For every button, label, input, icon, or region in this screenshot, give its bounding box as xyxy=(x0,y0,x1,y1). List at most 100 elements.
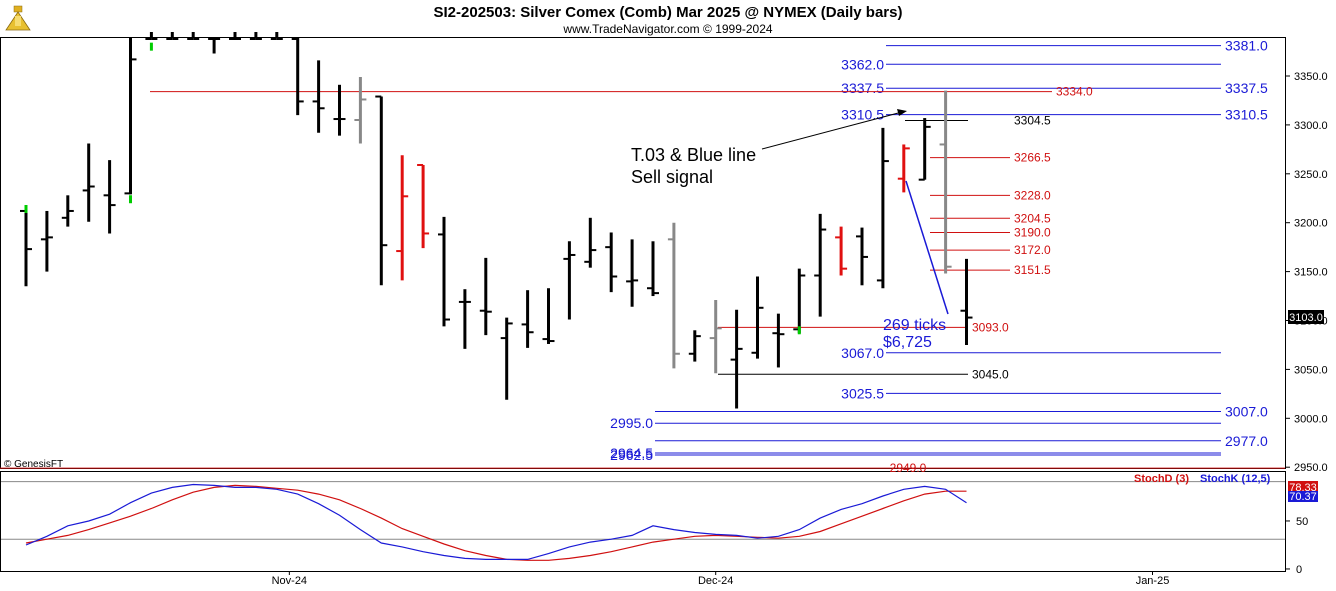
y-tick-label: 3050.0 xyxy=(1294,364,1328,376)
ohlc-bar xyxy=(730,309,743,409)
signal-arrow-head xyxy=(897,109,907,116)
ohlc-bar xyxy=(688,330,701,362)
ohlc-bar xyxy=(960,258,973,345)
y-tick-label: 3000.0 xyxy=(1294,413,1328,425)
blue-level-label: 3007.0 xyxy=(1225,403,1268,419)
red-level-label: 3172.0 xyxy=(1014,243,1051,257)
ohlc-bar xyxy=(563,241,576,320)
levels-layer: 3381.0 3362.0 3337.5 3337.5 3310.5 3310.5 3067… xyxy=(0,38,1285,475)
stoch-tick-label: 50 xyxy=(1296,516,1308,528)
red-level-label: 3334.0 xyxy=(1056,85,1093,99)
ohlc-bar xyxy=(918,118,931,181)
blue-level-label: 3337.5 xyxy=(841,80,884,96)
ohlc-bar xyxy=(438,216,450,327)
ohlc-bar xyxy=(103,160,116,234)
x-axis: Nov-24 Dec-24 Jan-25 xyxy=(272,571,1170,587)
logo-icon xyxy=(5,5,31,31)
stochK-value-label: 70.37 xyxy=(1289,491,1317,503)
blue-level-label: 3025.5 xyxy=(841,385,884,401)
x-tick-label: Dec-24 xyxy=(698,575,733,587)
ohlc-bar xyxy=(396,155,409,281)
x-tick-label: Nov-24 xyxy=(272,575,307,587)
ohlc-bar xyxy=(876,127,889,289)
ohlc-bar xyxy=(584,217,597,268)
stoch-tick-label: 0 xyxy=(1296,564,1302,576)
signal-annotation-line2: Sell signal xyxy=(631,167,713,187)
ohlc-bar xyxy=(856,227,868,286)
copyright-label: © GenesisFT xyxy=(4,459,63,470)
signal-arrow-line xyxy=(761,111,903,150)
black-level-label: 3045.0 xyxy=(972,367,1009,381)
price-bars xyxy=(20,31,973,409)
blue-level-label: 3337.5 xyxy=(1225,80,1268,96)
last-price-label: 3103.0 xyxy=(1289,312,1323,324)
stoch-panel-frame xyxy=(0,471,1286,572)
ohlc-bar xyxy=(40,210,53,272)
ohlc-bar xyxy=(542,288,555,344)
ohlc-bar xyxy=(626,239,639,307)
ohlc-bar xyxy=(166,31,179,40)
blue-trend-line xyxy=(905,180,949,315)
ohlc-bar xyxy=(939,90,952,274)
blue-level-label: 3067.0 xyxy=(841,345,884,361)
last-price-tag xyxy=(1288,310,1324,324)
ohlc-bar xyxy=(605,232,618,293)
stochD-value-tag xyxy=(1288,481,1318,493)
ohlc-bar xyxy=(375,95,388,286)
ohlc-bar xyxy=(270,31,283,40)
ohlc-bar xyxy=(124,38,137,195)
ohlc-bar xyxy=(82,143,95,222)
ticks-annotation-line1: 269 ticks xyxy=(883,317,946,334)
ohlc-bar xyxy=(751,276,764,359)
legend-stochD: StochD (3) xyxy=(1134,473,1189,485)
stochD-line xyxy=(25,484,967,561)
ohlc-bar xyxy=(667,222,680,369)
ohlc-bar xyxy=(61,195,74,227)
stochK-value-tag xyxy=(1288,491,1318,502)
ohlc-bar xyxy=(208,38,221,54)
ohlc-bar xyxy=(500,317,513,400)
ohlc-bar xyxy=(312,60,325,133)
chart-title: SI2-202503: Silver Comex (Comb) Mar 2025… xyxy=(434,4,903,21)
ohlc-bar xyxy=(187,31,200,40)
stochK-line xyxy=(25,483,967,561)
ticks-annotation-line2: $6,725 xyxy=(883,334,932,351)
ohlc-bar xyxy=(647,241,659,297)
chart-subtitle: www.TradeNavigator.com © 1999-2024 xyxy=(562,22,772,36)
ohlc-bar xyxy=(835,226,848,276)
stochastic-panel: 50 0 xyxy=(1,481,1308,576)
red-level-label: 3190.0 xyxy=(1014,225,1051,239)
blue-level-label: 3310.5 xyxy=(841,107,884,123)
ohlc-bar xyxy=(458,289,471,349)
blue-level-label: 3362.0 xyxy=(841,56,884,72)
ohlc-bar xyxy=(145,31,158,40)
ohlc-bar xyxy=(229,31,241,40)
blue-level-label: 2995.0 xyxy=(610,415,653,431)
x-tick-label: Jan-25 xyxy=(1136,575,1170,587)
y-tick-label: 3200.0 xyxy=(1294,218,1328,230)
ohlc-bar xyxy=(772,313,785,368)
ohlc-bar xyxy=(354,76,367,144)
red-level-label: 2949.0 xyxy=(890,461,927,475)
black-level-label: 3304.5 xyxy=(1014,113,1051,127)
ohlc-bar xyxy=(291,38,304,116)
ohlc-bar xyxy=(417,163,430,249)
signal-annotation-line1: T.03 & Blue line xyxy=(631,145,756,165)
ohlc-bar xyxy=(333,84,346,136)
ohlc-bar xyxy=(814,213,827,317)
blue-level-label: 2977.0 xyxy=(1225,433,1268,449)
blue-level-label: 3381.0 xyxy=(1225,38,1268,54)
ohlc-bar xyxy=(897,144,910,193)
ohlc-bar xyxy=(479,257,492,336)
ohlc-bar xyxy=(709,299,722,374)
y-tick-label: 3300.0 xyxy=(1294,120,1328,132)
red-level-label: 3204.5 xyxy=(1014,211,1051,225)
blue-level-label: 3310.5 xyxy=(1225,107,1268,123)
y-tick-label: 3350.0 xyxy=(1294,71,1328,83)
ohlc-bar xyxy=(249,31,262,40)
red-level-label: 3266.5 xyxy=(1014,151,1051,165)
red-level-label: 3151.5 xyxy=(1014,263,1051,277)
y-tick-label: 2950.0 xyxy=(1294,462,1328,474)
